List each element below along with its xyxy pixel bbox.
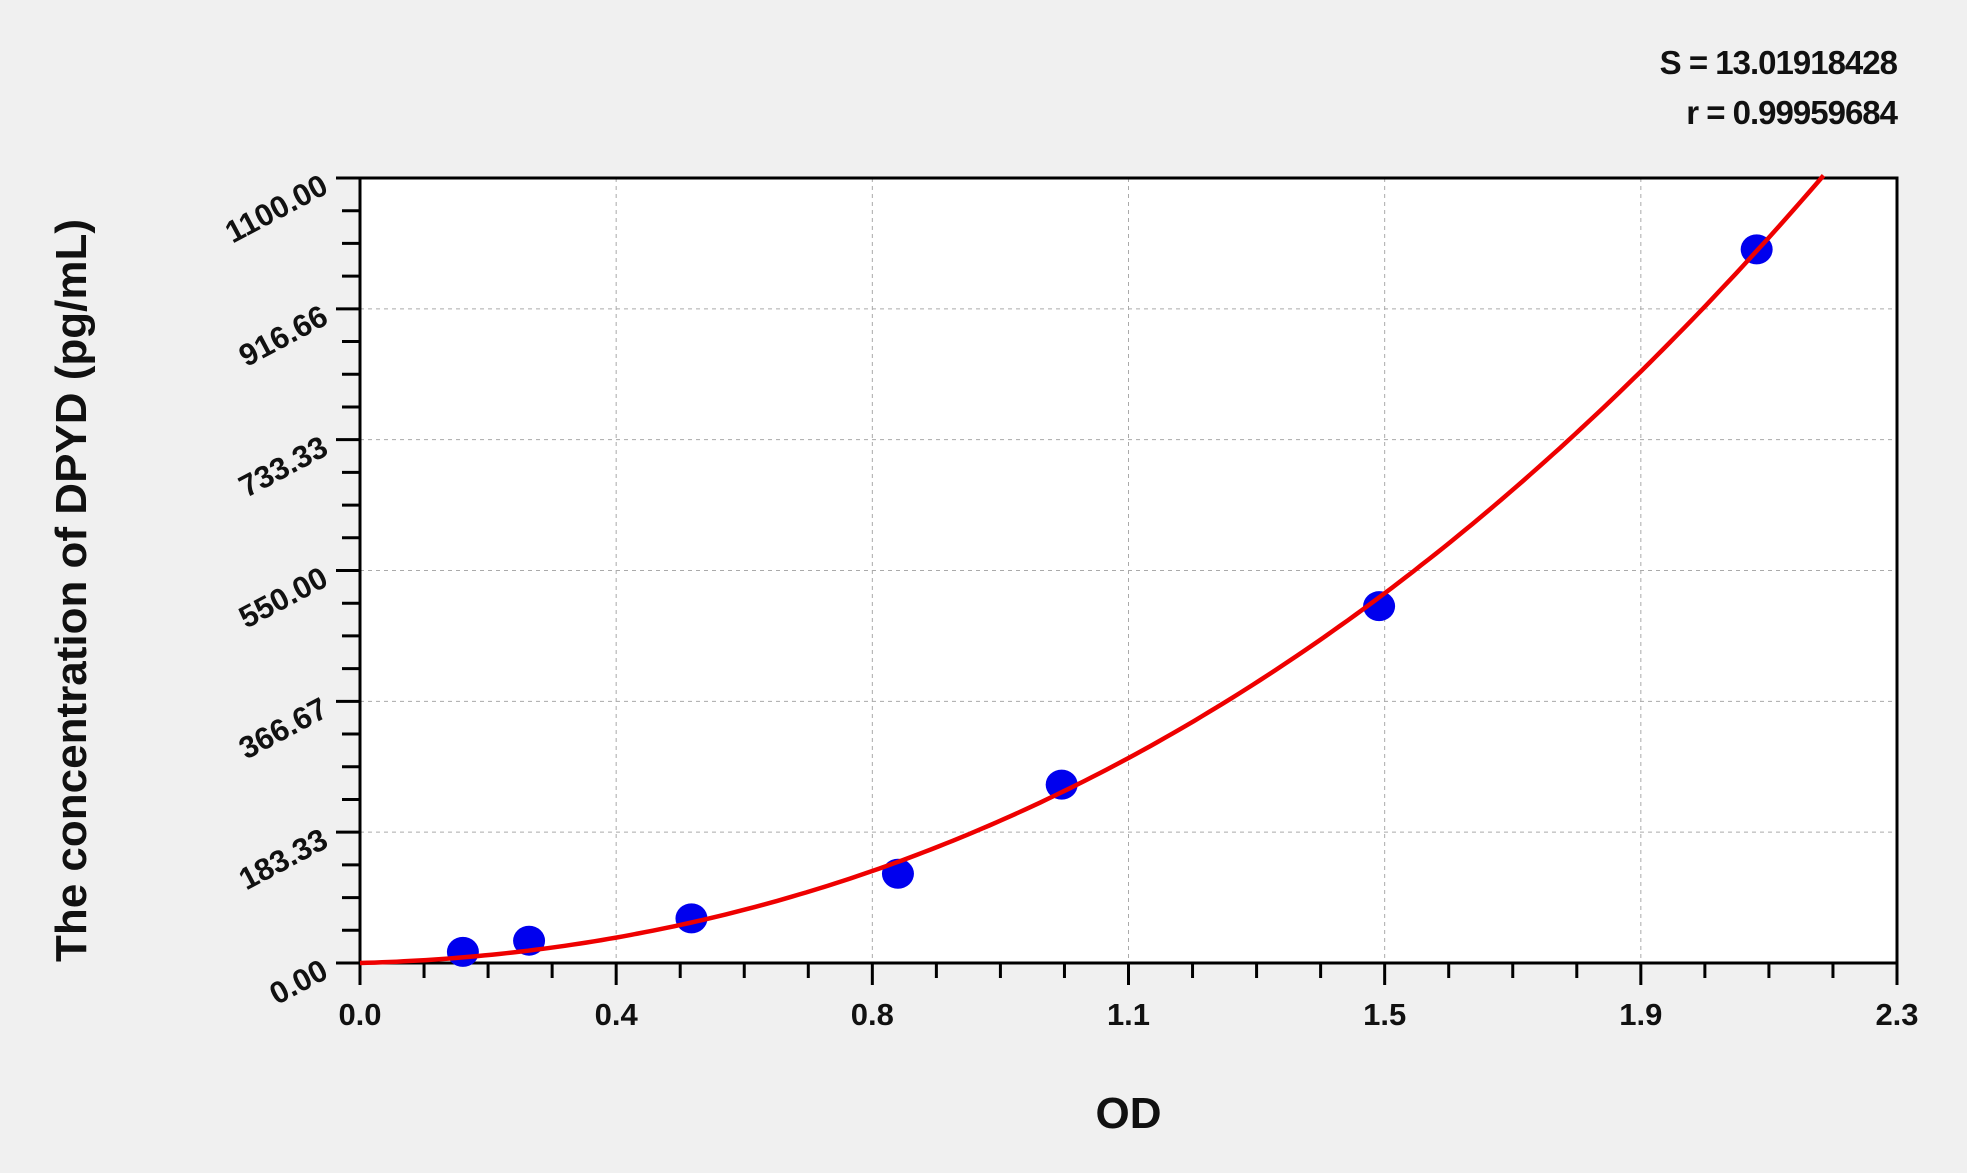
x-tick-label: 1.5 (1363, 997, 1406, 1032)
y-tick-label: 1100.00 (219, 167, 333, 250)
y-tick-label: 916.66 (233, 298, 333, 373)
data-point (1363, 591, 1396, 622)
x-tick-label: 1.9 (1619, 997, 1662, 1032)
y-tick-label: 366.67 (233, 691, 333, 766)
y-tick-label: 550.00 (233, 560, 333, 635)
fit-curve (359, 174, 1826, 966)
data-point (446, 936, 479, 967)
y-tick-label: 733.33 (233, 429, 333, 504)
x-axis-label: OD (1096, 1089, 1162, 1138)
s-statistic: S = 13.01918428 (1659, 44, 1898, 81)
r-statistic: r = 0.99959684 (1686, 94, 1898, 131)
x-tick-label: 0.8 (851, 997, 894, 1032)
x-tick-label: 1.1 (1107, 997, 1150, 1032)
y-axis-label: The concentration of DPYD (pg/mL) (47, 219, 96, 962)
y-tick-label: 0.00 (264, 952, 334, 1011)
y-tick-label: 183.33 (233, 821, 333, 896)
x-tick-label: 0.0 (338, 997, 381, 1032)
x-tick-label: 2.3 (1875, 997, 1918, 1032)
plot-frame (358, 176, 1899, 965)
x-tick-label: 0.4 (595, 997, 639, 1032)
data-point (1045, 769, 1078, 800)
